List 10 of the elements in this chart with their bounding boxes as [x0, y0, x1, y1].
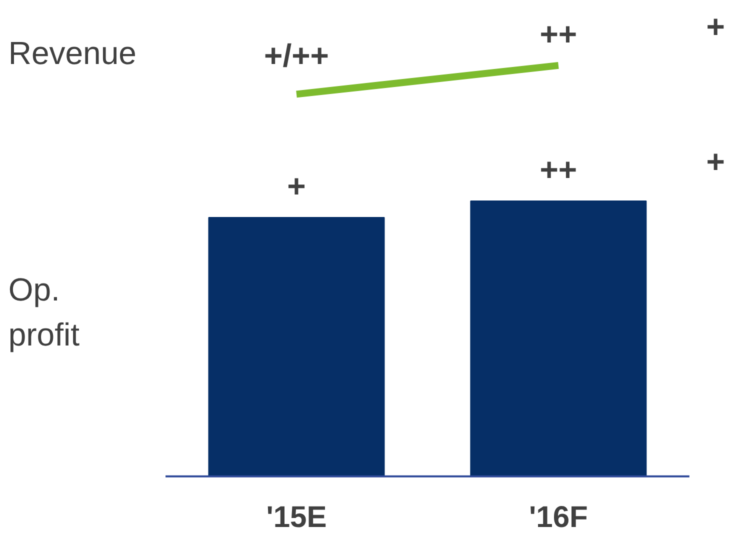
- x-tick-label: '15E: [266, 501, 327, 534]
- annotation: ++: [540, 16, 578, 52]
- text: Op. profit: [8, 272, 80, 353]
- text: +: [706, 144, 725, 180]
- text: +: [706, 8, 725, 44]
- text: Revenue: [8, 35, 136, 72]
- x-tick-label: '16F: [529, 501, 588, 534]
- annotation: ++: [540, 152, 578, 188]
- annotation: +/++: [264, 38, 329, 74]
- annotation: +: [287, 168, 306, 204]
